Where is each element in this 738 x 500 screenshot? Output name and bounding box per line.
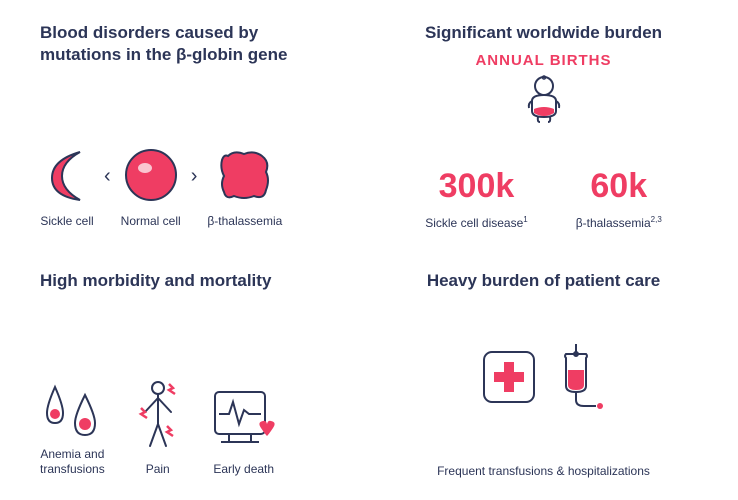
- death-col: Early death: [211, 388, 277, 478]
- icon-caption: Early death: [213, 462, 274, 478]
- panel-worldwide-burden: Significant worldwide burden ANNUAL BIRT…: [389, 22, 698, 230]
- iv-bag-icon: [556, 342, 608, 412]
- cell-comparison-row: Sickle cell ‹ Normal cell › β-thalassemi…: [40, 74, 349, 230]
- anemia-col: Anemia andtransfusions: [40, 379, 105, 478]
- stat-caption: Sickle cell disease1: [425, 215, 528, 230]
- icon-caption: Pain: [146, 462, 170, 478]
- stat-thalassemia: 60k β-thalassemia2,3: [576, 169, 662, 230]
- thalassemia-cell-col: β-thalassemia: [207, 146, 282, 230]
- care-row: [389, 300, 698, 454]
- blood-drops-icon: [41, 379, 103, 437]
- normal-cell-icon: [122, 146, 180, 204]
- thalassemia-cell-icon: [216, 146, 274, 204]
- sickle-cell-icon: [40, 146, 94, 204]
- angle-left-icon: ‹: [104, 165, 111, 188]
- stat-value: 300k: [439, 169, 515, 203]
- icon-caption: Anemia andtransfusions: [40, 447, 105, 478]
- ecg-heart-icon: [211, 388, 277, 452]
- baby-icon-wrap: [389, 75, 698, 125]
- stats-row: 300k Sickle cell disease1 60k β-thalasse…: [389, 169, 698, 230]
- panel-title: Heavy burden of patient care: [389, 270, 698, 292]
- baby-icon: [522, 75, 566, 125]
- panel-blood-disorders: Blood disorders caused by mutations in t…: [40, 22, 349, 230]
- pain-body-icon: [133, 380, 183, 452]
- angle-right-icon: ›: [191, 165, 198, 188]
- panel-title: Significant worldwide burden: [389, 22, 698, 44]
- infographic-grid: Blood disorders caused by mutations in t…: [40, 22, 698, 478]
- stat-sickle: 300k Sickle cell disease1: [425, 169, 528, 230]
- medical-cross-icon: [480, 348, 538, 406]
- stat-caption: β-thalassemia2,3: [576, 215, 662, 230]
- cell-label: β-thalassemia: [207, 214, 282, 230]
- morbidity-row: Anemia andtransfusions Pain: [40, 300, 349, 478]
- stat-value: 60k: [590, 169, 647, 203]
- care-caption: Frequent transfusions & hospitalizations: [389, 464, 698, 478]
- pain-col: Pain: [133, 380, 183, 478]
- panel-morbidity: High morbidity and mortality Anemia andt…: [40, 270, 349, 478]
- cell-label: Normal cell: [121, 214, 181, 230]
- cell-label: Sickle cell: [40, 214, 93, 230]
- panel-title: Blood disorders caused by mutations in t…: [40, 22, 349, 66]
- normal-cell-col: Normal cell: [121, 146, 181, 230]
- panel-title: High morbidity and mortality: [40, 270, 349, 292]
- panel-subtitle: ANNUAL BIRTHS: [389, 52, 698, 69]
- panel-patient-care: Heavy burden of patient care Frequent tr…: [389, 270, 698, 478]
- sickle-cell-col: Sickle cell: [40, 146, 94, 230]
